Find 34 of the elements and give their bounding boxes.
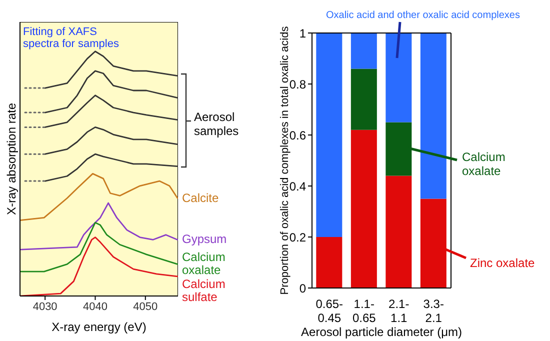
x-tick-label: 2.1-1.1 <box>388 297 410 325</box>
x-tick-label: 4030 <box>32 300 58 313</box>
x-tick-label: 4040 <box>82 300 108 313</box>
y-tick-label: 0.8 <box>289 77 306 92</box>
series-label: Zinc oxalate <box>470 256 536 270</box>
bar <box>350 33 377 69</box>
x-tick-label: 3.3-2.1 <box>423 297 444 325</box>
bar <box>316 33 342 237</box>
x-axis-title: Aerosol particle diameter (μm) <box>301 325 462 339</box>
y-axis-title: Proportion of oxalic acid complexes in total oxalic acids <box>278 26 291 295</box>
y-tick-label: 0.4 <box>289 179 306 194</box>
bar <box>350 130 377 288</box>
bar <box>316 237 342 288</box>
text: Fitting of XAFS spectra for samples <box>23 26 120 50</box>
bar <box>386 176 412 288</box>
series-label: Oxalic acid and other oxalic acid complexes <box>326 10 520 21</box>
y-tick-label: 1 <box>299 26 306 40</box>
series-label: Calcium oxalate <box>182 250 226 278</box>
legend-label: Calcium oxalate <box>462 150 506 178</box>
y-axis-title: X-ray absorption rate <box>4 102 18 216</box>
x-tick-label: 0.65-0.45 <box>316 297 344 325</box>
bar <box>350 68 377 130</box>
bar <box>420 33 446 199</box>
y-tick-label: 0.6 <box>289 128 306 142</box>
series-label: Gypsum <box>182 232 228 246</box>
series-label: Calcite <box>182 190 220 205</box>
x-tick-label: 4050 <box>133 300 158 313</box>
y-tick-label: 0 <box>299 281 306 296</box>
y-tick-label: 0.2 <box>289 230 306 244</box>
text: Aerosol samples <box>194 110 240 138</box>
x-tick-label: 1.1-0.65 <box>352 297 376 325</box>
bar <box>386 33 412 122</box>
series-label: Calcium sulfate <box>182 277 226 304</box>
x-axis-title: X-ray energy (eV) <box>52 320 146 334</box>
